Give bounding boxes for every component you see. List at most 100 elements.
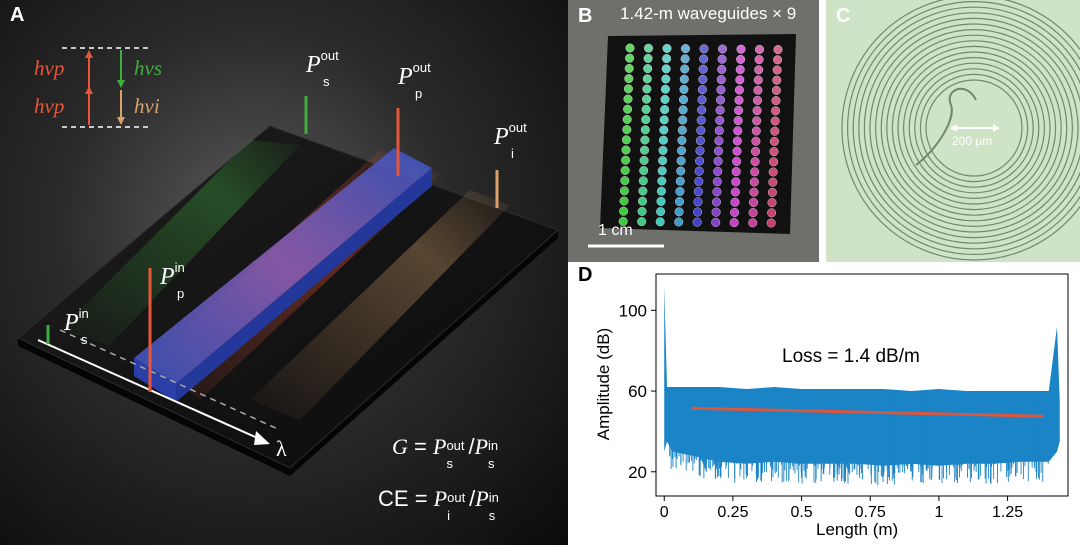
spiral-ring — [852, 6, 1080, 250]
y-tick-label: 20 — [628, 463, 647, 482]
spiral-dot — [748, 218, 758, 228]
spiral-s-bend — [915, 87, 977, 166]
lambda-dashed — [59, 329, 281, 431]
spiral-dot — [712, 177, 722, 187]
spiral-dot — [716, 75, 726, 85]
spiral-dot — [749, 187, 759, 197]
spiral-ring — [902, 56, 1046, 200]
signal-glow — [60, 140, 300, 345]
spiral-dot — [677, 125, 687, 135]
spiral-dot — [657, 166, 667, 176]
spiral-dot — [677, 135, 687, 145]
spiral-dot — [753, 75, 763, 85]
spiral-dot — [696, 115, 706, 125]
spiral-dot — [674, 217, 684, 227]
spiral-dot — [622, 114, 632, 124]
spiral-dot — [657, 176, 667, 186]
spiral-dot — [679, 74, 689, 84]
chip-photo — [588, 34, 796, 248]
panel-b-title: 1.42-m waveguides × 9 — [620, 4, 797, 23]
spiral-dot — [638, 176, 648, 186]
spiral-dot — [768, 177, 778, 187]
spiral-dot — [675, 186, 685, 196]
spiral-dot — [660, 105, 670, 115]
spiral-dot — [641, 94, 651, 104]
spiral-dot — [676, 146, 686, 156]
spiral-dot — [641, 115, 651, 125]
plot-frame — [655, 273, 1069, 497]
spiral-dot — [733, 126, 743, 136]
spiral-dot — [730, 197, 740, 207]
loss-chart: 0 0.25 0.5 0.75 1 1.25 20 60 100 — [619, 273, 1069, 521]
spiral-dot — [715, 115, 725, 125]
x-tick-label: 0 — [660, 504, 669, 521]
spiral-dot — [748, 197, 758, 207]
panel-d-label: D — [578, 264, 593, 286]
scalebar-c-left-arrow — [950, 124, 957, 132]
spiral-dot — [715, 105, 725, 115]
spiral-dot — [697, 105, 707, 115]
spiral-dot — [751, 136, 761, 146]
loss-fit-line — [691, 406, 1044, 418]
spiral-ring — [869, 23, 1079, 233]
spiral-dot — [712, 187, 722, 197]
x-tick-label: 1.25 — [992, 504, 1023, 521]
spiral-dot — [639, 145, 649, 155]
spiral-dot — [771, 85, 781, 95]
lambda-arrowhead — [254, 431, 270, 445]
spiral-dot — [717, 64, 727, 74]
spiral-dot — [620, 176, 630, 186]
ps-in-label: Pin s — [64, 306, 89, 347]
waveguide-end — [176, 168, 432, 402]
panel-c-scalebar-label: 200 μm — [952, 134, 993, 148]
spiral-dot — [658, 135, 668, 145]
spiral-dot — [769, 136, 779, 146]
spiral-dot — [714, 126, 724, 136]
spiral-dot — [621, 135, 631, 145]
spiral-dot — [655, 217, 665, 227]
spiral-dot — [638, 186, 648, 196]
spiral-dot — [620, 165, 630, 175]
panel-a-label: A — [10, 4, 25, 26]
panel-b-scalebar-label: 1 cm — [598, 222, 633, 239]
spiral-micrograph — [841, 0, 1080, 261]
spiral-dot — [694, 166, 704, 176]
spiral-dot — [678, 105, 688, 115]
spiral-dot — [767, 187, 777, 197]
spiral-ring — [880, 34, 1068, 222]
spiral-dot — [678, 95, 688, 105]
idler-glow — [250, 190, 510, 420]
spiral-dot — [734, 85, 744, 95]
spiral-dot — [680, 54, 690, 64]
spiral-dot — [625, 43, 635, 53]
spiral-dot — [769, 157, 779, 167]
x-tick-label: 0.5 — [790, 504, 812, 521]
spiral-dot — [619, 206, 629, 216]
amplitude-trace — [664, 286, 1060, 466]
spiral-dot — [711, 207, 721, 217]
spiral-dot — [734, 105, 744, 115]
spiral-dot — [773, 45, 783, 55]
spiral-dot — [770, 126, 780, 136]
spiral-dot — [698, 64, 708, 74]
ps-out-label: Pout s — [306, 48, 339, 89]
spiral-dot — [659, 125, 669, 135]
panel-b-label: B — [578, 5, 593, 27]
spiral-dot — [767, 198, 777, 208]
spiral-dot — [637, 206, 647, 216]
spiral-dot — [699, 44, 709, 54]
hvp-label-bottom: hνp — [34, 94, 65, 118]
spiral-ring — [863, 17, 1080, 239]
spiral-dot — [656, 207, 666, 217]
spiral-ring — [897, 51, 1051, 205]
spiral-dot — [750, 157, 760, 167]
spiral-dot — [623, 94, 633, 104]
spiral-dot — [768, 167, 778, 177]
spiral-dot — [680, 44, 690, 54]
spiral-dot — [750, 167, 760, 177]
spiral-ring — [908, 62, 1040, 194]
spiral-dot — [640, 135, 650, 145]
panel-b: B 1.42-m waveguides × 9 1 cm — [568, 0, 819, 262]
spiral-dot — [697, 85, 707, 95]
spiral-dot — [750, 146, 760, 156]
